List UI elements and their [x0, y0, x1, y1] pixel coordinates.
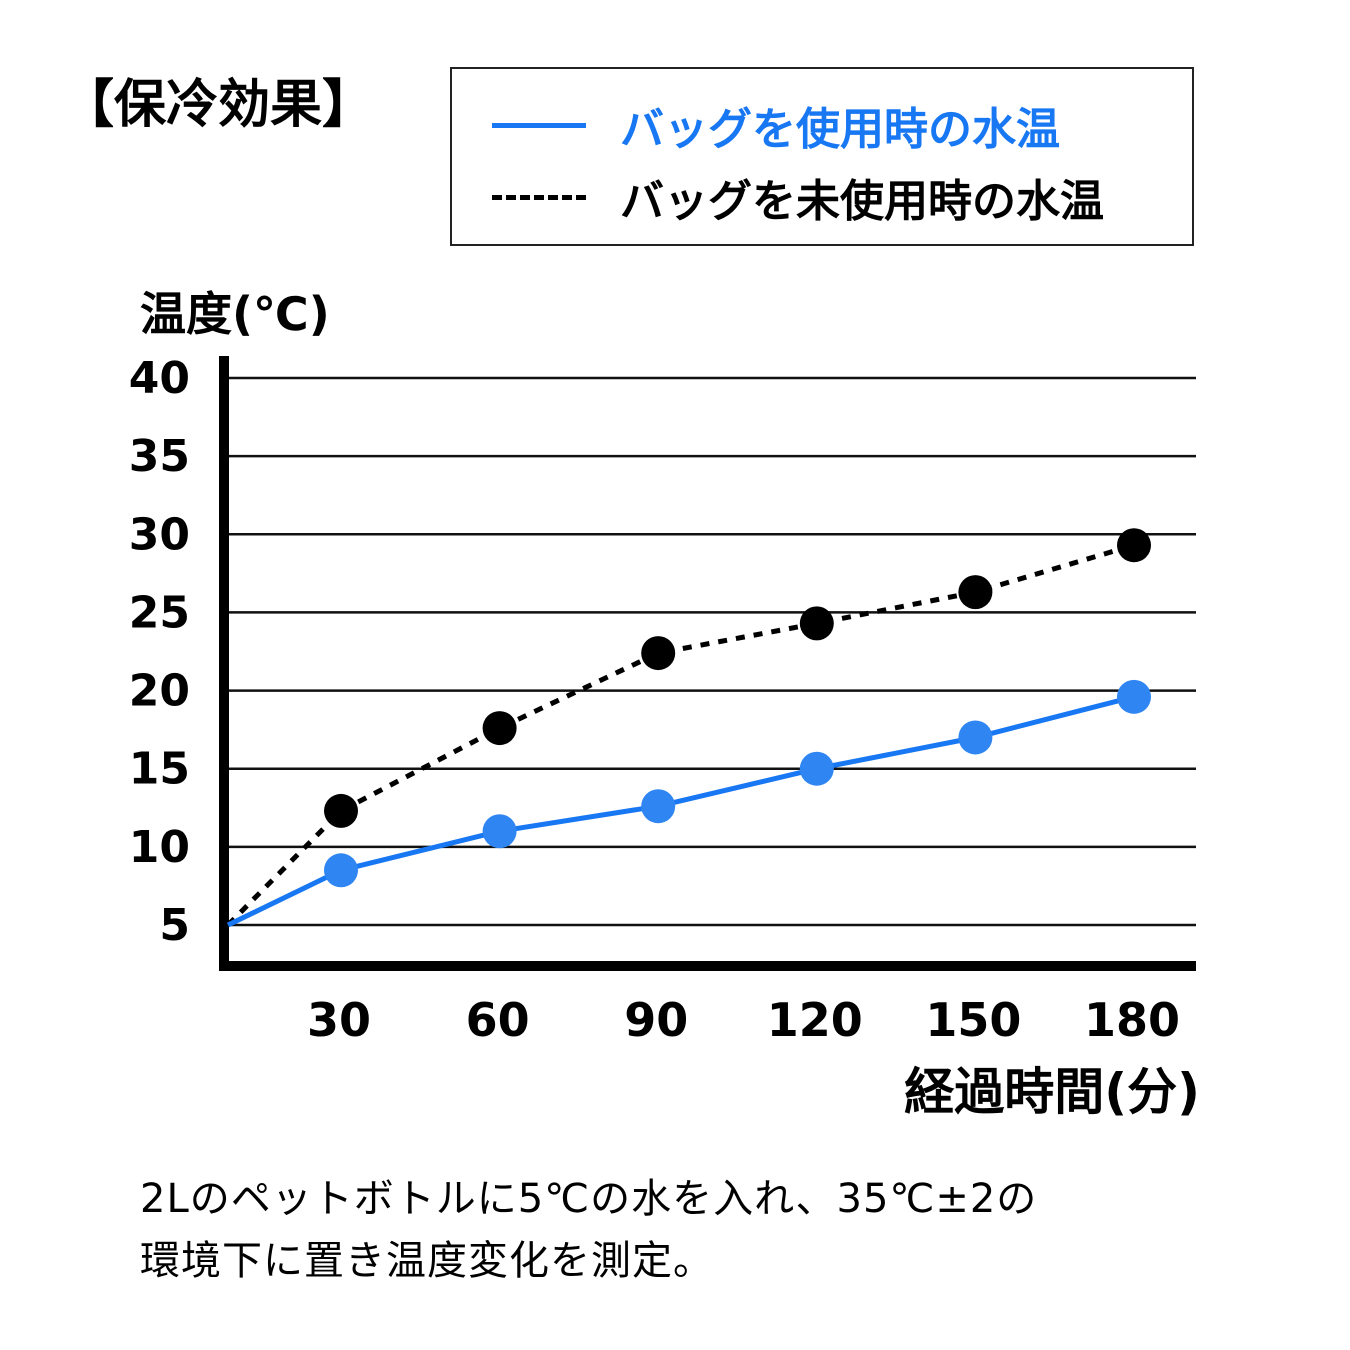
y-tick-label: 30 [129, 509, 190, 560]
y-tick-label: 10 [129, 822, 190, 873]
y-tick-label: 5 [159, 900, 190, 951]
series-without-bag-point [799, 606, 834, 641]
series-with-bag-point [324, 853, 358, 888]
x-tick-label: 90 [624, 993, 688, 1047]
x-tick-label: 150 [925, 993, 1021, 1047]
legend-item-with-bag: バッグを使用時の水温 [452, 95, 1060, 155]
note-line-1: 2Lのペットボトルに5℃の水を入れ、35℃±2の [140, 1176, 1038, 1222]
chart-title: 【保冷効果】 [62, 75, 375, 135]
x-axis-label: 経過時間(分) [904, 1063, 1200, 1121]
series-with-bag-point [958, 720, 993, 755]
y-tick-label: 40 [129, 353, 190, 404]
series-without-bag-point [641, 636, 676, 671]
series-without-bag-point [324, 793, 358, 828]
x-tick-label: 60 [466, 993, 530, 1047]
y-axis-label: 温度(℃) [140, 287, 330, 341]
x-tick-label: 180 [1084, 993, 1180, 1047]
series-without-bag-point [958, 575, 993, 610]
series-without-bag-line [226, 542, 1135, 927]
legend-swatch-dotted-line [492, 194, 586, 200]
series-with-bag-line [226, 694, 1135, 928]
legend-item-without-bag: バッグを未使用時の水温 [452, 167, 1104, 227]
legend: バッグを使用時の水温 バッグを未使用時の水温 [450, 67, 1194, 246]
y-tick-label: 35 [129, 431, 190, 482]
legend-swatch-solid-line [492, 122, 586, 128]
y-tick-label: 25 [129, 587, 190, 638]
series-with-bag-point [1117, 679, 1151, 714]
series-without-bag-point [482, 711, 517, 746]
series-with-bag-point [482, 814, 517, 849]
y-tick-label: 15 [129, 744, 190, 795]
series-with-bag-point [799, 751, 834, 786]
series-without-bag-point [1117, 528, 1151, 563]
y-tick-label: 20 [129, 666, 190, 717]
measurement-note: 2Lのペットボトルに5℃の水を入れ、35℃±2の 環境下に置き温度変化を測定。 [140, 1168, 1037, 1292]
note-line-2: 環境下に置き温度変化を測定。 [140, 1238, 714, 1284]
legend-label-without-bag: バッグを未使用時の水温 [620, 176, 1104, 227]
series-with-bag-point [641, 789, 676, 824]
x-tick-label: 30 [307, 993, 371, 1047]
x-tick-label: 120 [767, 993, 863, 1047]
legend-label-with-bag: バッグを使用時の水温 [620, 104, 1060, 155]
